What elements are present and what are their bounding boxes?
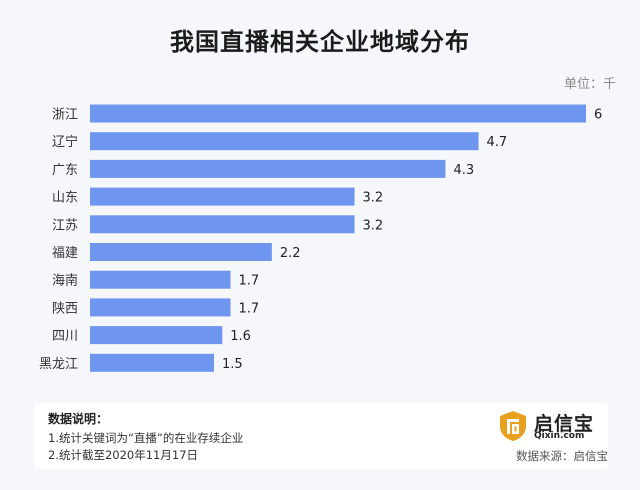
bar: [90, 132, 479, 151]
bar: [90, 243, 272, 261]
category-label: 海南: [52, 273, 78, 289]
note-line-2: 2.统计截至2020年11月17日: [48, 448, 199, 462]
bar: [90, 104, 586, 123]
category-label: 山东: [52, 191, 78, 206]
value-label: 4.3: [453, 163, 474, 178]
bar: [90, 215, 355, 234]
bar: [90, 298, 231, 317]
value-label: 6: [594, 108, 602, 123]
value-label: 1.7: [239, 274, 260, 289]
value-label: 3.2: [363, 191, 384, 206]
category-label: 四川: [52, 329, 78, 344]
brand-domain: Qixin.com: [534, 431, 585, 441]
value-label: 1.6: [230, 329, 251, 344]
bar: [90, 187, 355, 206]
category-label: 江苏: [52, 217, 78, 233]
category-label: 辽宁: [52, 134, 78, 150]
bar: [90, 270, 231, 289]
brand-logo: 启信宝 Qixin.com: [498, 410, 608, 442]
bar: [90, 326, 223, 345]
source-note: 数据来源：启信宝: [516, 449, 608, 463]
category-label: 福建: [52, 246, 78, 261]
bar-chart: 浙江 6 辽宁 4.7 广东 4.3 山东 3.2 江苏 3.2 福建 2.2 海南 1.7 陕西 1.7 四川…: [39, 104, 602, 372]
value-label: 2.2: [280, 246, 301, 261]
note-line-1: 1.统计关键词为“直播”的在业存续企业: [48, 431, 244, 445]
category-label: 广东: [52, 163, 78, 178]
bar: [90, 353, 214, 372]
qixin-logo-icon: [500, 411, 526, 441]
value-label: 3.2: [363, 218, 384, 233]
notes-title: 数据说明：: [48, 412, 109, 426]
value-label: 4.7: [487, 135, 508, 150]
unit-label: 单位：千: [563, 77, 616, 92]
category-label: 陕西: [52, 301, 78, 316]
brand-name: 启信宝: [534, 413, 595, 435]
category-label: 浙江: [52, 108, 78, 123]
value-label: 1.5: [222, 357, 243, 372]
category-label: 黑龙江: [39, 357, 78, 372]
chart-title: 我国直播相关企业地域分布: [170, 28, 470, 56]
value-label: 1.7: [239, 301, 260, 316]
bar: [90, 159, 446, 178]
